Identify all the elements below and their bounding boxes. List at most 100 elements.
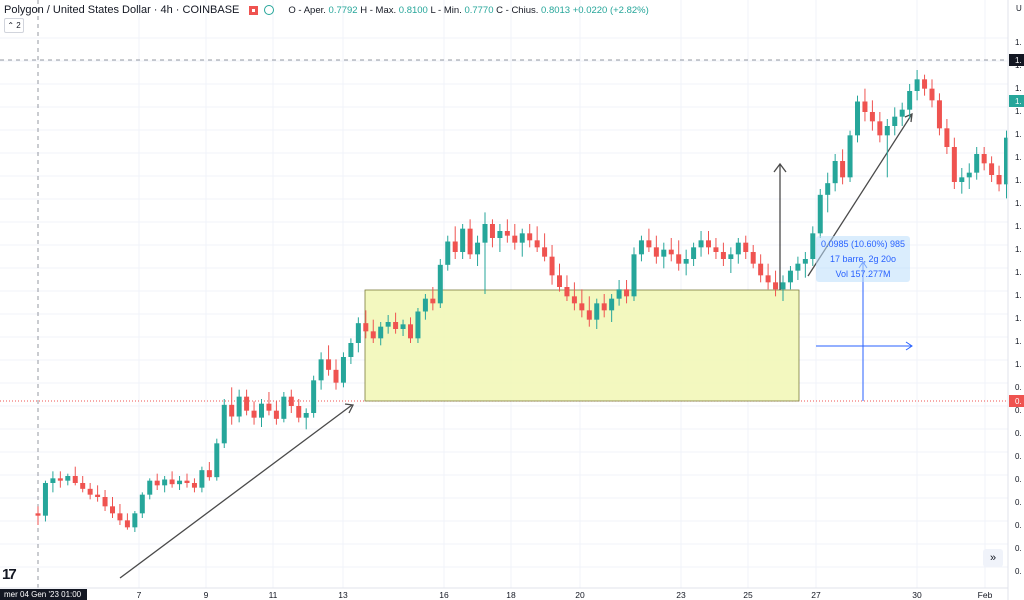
candle-body [363, 323, 369, 332]
candle-body [974, 154, 980, 173]
drawing-overlays [119, 112, 913, 579]
collapse-legend-button[interactable]: ⌃ 2 [4, 18, 24, 33]
low-value: 0.7770 [464, 4, 494, 16]
crosshair-date-badge: mer 04 Gen '23 01:00 [0, 589, 88, 600]
candle-body [482, 224, 488, 243]
price-marker-text: 0. [1015, 397, 1022, 406]
last-value-badge [1009, 95, 1024, 107]
candle-body [206, 470, 212, 478]
candle-body [72, 476, 78, 483]
candle-body [311, 380, 317, 413]
candle-body [907, 91, 913, 110]
x-tick-label: 25 [743, 590, 753, 600]
x-tick-label: 16 [439, 590, 449, 600]
candle-body [646, 240, 652, 248]
candle-body [698, 240, 704, 248]
crosshair-price-badge [1009, 54, 1024, 66]
candle-body [452, 241, 458, 252]
candle-body [638, 240, 644, 255]
candle-body [460, 228, 466, 252]
candle-body [944, 128, 950, 147]
candle-body [154, 480, 160, 486]
candle-body [162, 479, 168, 486]
candle-body [743, 242, 749, 252]
candle-body [527, 233, 533, 241]
tradingview-logo-icon[interactable]: 17 [2, 566, 17, 583]
candle-body [184, 480, 190, 483]
y-tick-label: 1. [1015, 84, 1022, 93]
candle-body [266, 403, 272, 411]
candle-body [542, 247, 548, 257]
candle-body [35, 513, 41, 516]
candle-body [989, 163, 995, 175]
candle-body [758, 263, 764, 276]
x-tick-label: 9 [204, 590, 209, 600]
candle-body [50, 478, 56, 483]
candle-body [519, 233, 525, 243]
y-tick-label: 1. [1015, 222, 1022, 231]
x-tick-label: 18 [506, 590, 516, 600]
y-tick-label: 0. [1015, 544, 1022, 553]
candle-body [802, 259, 808, 264]
candle-body [787, 270, 793, 283]
candle-body [661, 249, 667, 257]
close-label: C - Chius. [496, 4, 539, 16]
candle-body [668, 249, 674, 255]
x-tick-label: 7 [137, 590, 142, 600]
close-value: 0.8013 [541, 4, 571, 16]
candle-body [244, 396, 250, 411]
candle-body [624, 289, 630, 297]
arrow-head-icon [344, 403, 354, 414]
candle-body [594, 303, 600, 320]
measure-tool-label[interactable]: 0.0985 (10.60%) 985 17 barre, 2g 20o Vol… [816, 236, 910, 282]
candle-body [720, 252, 726, 259]
candle-body [683, 259, 689, 264]
candle-body [147, 480, 153, 495]
y-tick-label: 0. [1015, 406, 1022, 415]
candle-body [579, 303, 585, 311]
arrow-head-icon [904, 112, 913, 123]
candle-body [676, 254, 682, 264]
candle-body [936, 100, 942, 129]
candle-body [489, 224, 495, 238]
x-tick-label: 30 [912, 590, 922, 600]
symbol-title[interactable]: Polygon / United States Dollar · 4h · CO… [4, 4, 240, 16]
candle-body [571, 296, 577, 304]
x-tick-label: 20 [575, 590, 585, 600]
y-tick-label: 1. [1015, 245, 1022, 254]
candle-body [355, 323, 361, 343]
y-tick-label: 0. [1015, 429, 1022, 438]
measure-bars-duration: 17 barre, 2g 20o [829, 254, 897, 264]
candle-body [914, 79, 920, 91]
candle-body [631, 254, 637, 297]
candle-body [609, 298, 615, 311]
candle-body [251, 410, 257, 418]
candle-body [467, 228, 473, 255]
candle-body [817, 194, 823, 234]
candle-body [557, 275, 562, 287]
candle-body [333, 369, 339, 383]
candle-body [706, 240, 711, 248]
flag-icon[interactable] [249, 5, 259, 15]
candle-body [273, 410, 279, 419]
candle-body [57, 478, 63, 481]
x-axis: 7 9 11 13 16 18 20 23 25 27 30 Feb [0, 587, 1008, 600]
scroll-to-realtime-button[interactable]: » [983, 549, 1003, 567]
candle-body [475, 242, 481, 255]
candle-body [825, 183, 831, 195]
candle-body [80, 483, 86, 489]
crosshair-price-text: 1. [1015, 56, 1022, 65]
candle-body [869, 112, 875, 122]
candle-body [735, 242, 741, 255]
y-tick-label: 1. [1015, 268, 1022, 277]
candle-body [951, 147, 957, 182]
y-tick-label: 0. [1015, 498, 1022, 507]
y-tick-label: 1. [1015, 291, 1022, 300]
candle-body [259, 403, 264, 418]
y-axis-bg [1008, 0, 1024, 600]
candle-body [437, 264, 443, 304]
candle-body [1004, 137, 1009, 185]
price-marker-badge [1009, 395, 1024, 407]
high-label: H - Max. [360, 4, 397, 16]
